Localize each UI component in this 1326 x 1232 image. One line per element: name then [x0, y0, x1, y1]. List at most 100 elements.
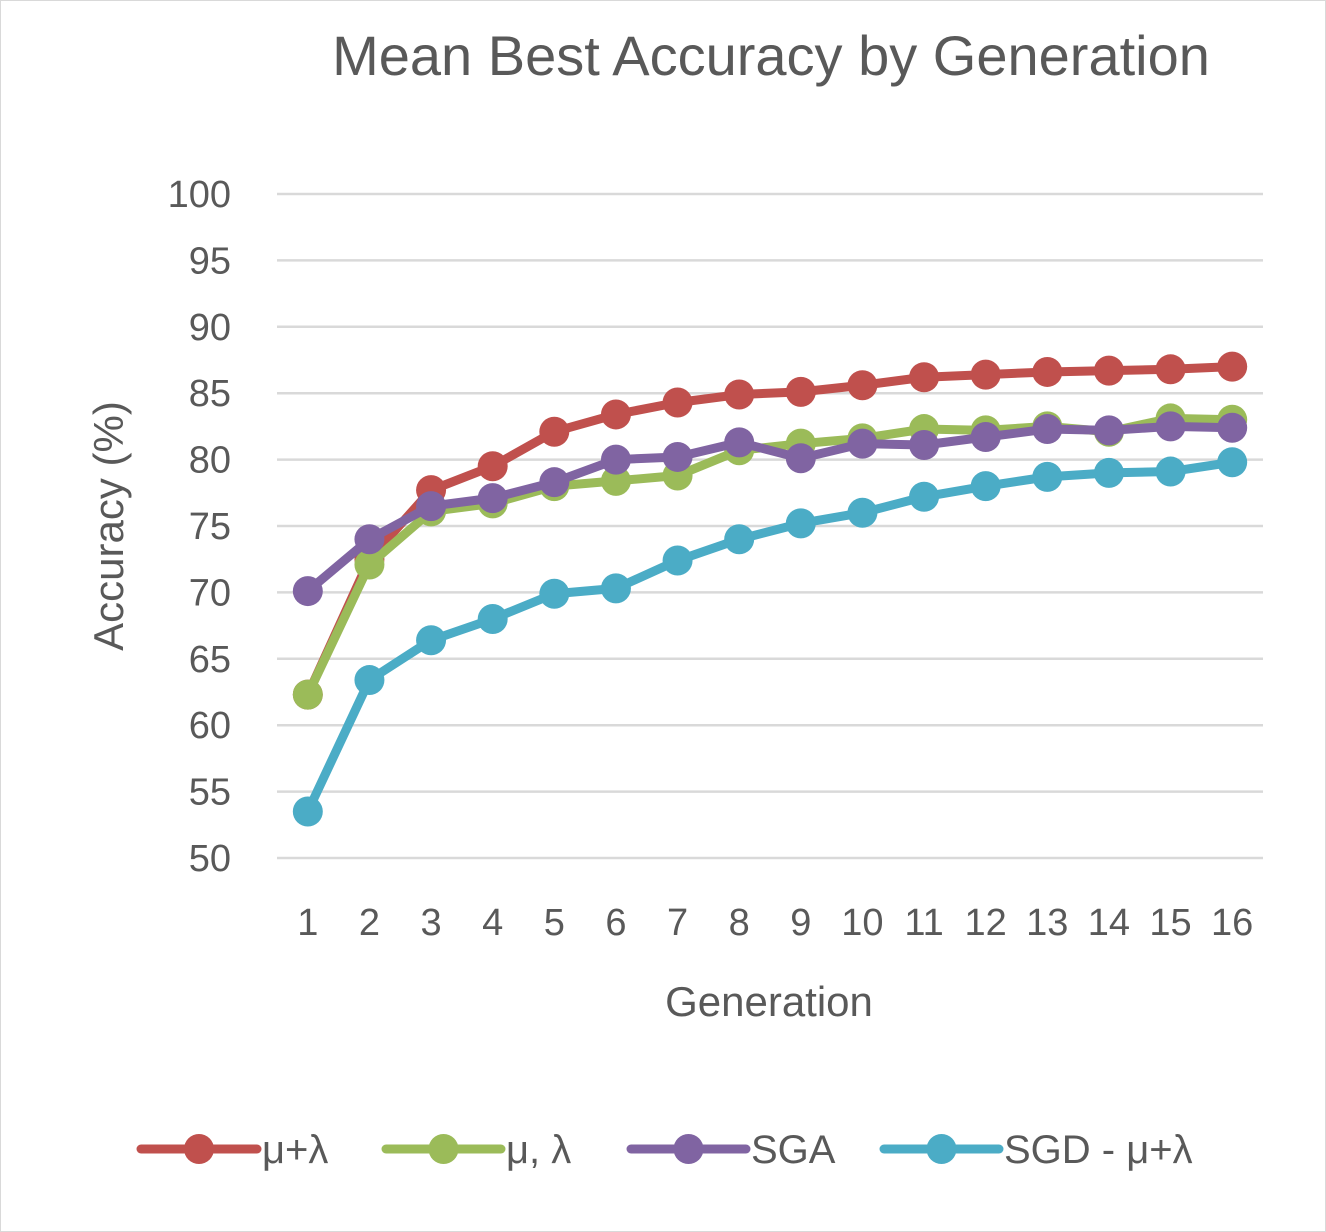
y-tick-label: 85	[189, 373, 231, 415]
x-tick-label: 10	[841, 902, 883, 944]
data-point	[477, 451, 508, 482]
series-line	[303, 457, 1237, 817]
data-point	[1217, 351, 1248, 382]
legend-label: μ, λ	[506, 1128, 571, 1172]
x-tick-label: 15	[1149, 902, 1191, 944]
y-axis-label: Accuracy (%)	[85, 401, 132, 651]
data-point	[1032, 414, 1063, 445]
data-point	[1155, 411, 1186, 442]
data-point	[662, 441, 693, 472]
data-point	[662, 387, 693, 418]
data-point	[909, 481, 940, 512]
legend-label: μ+λ	[262, 1128, 328, 1172]
data-point	[724, 427, 755, 458]
data-point	[1093, 355, 1124, 386]
data-point	[1032, 356, 1063, 387]
data-point	[354, 665, 385, 696]
data-point	[416, 625, 447, 656]
y-tick-label: 100	[168, 174, 231, 216]
data-point	[785, 376, 816, 407]
data-point	[1155, 456, 1186, 487]
data-point	[785, 508, 816, 539]
data-point	[600, 399, 631, 430]
data-point	[539, 416, 570, 447]
data-point	[600, 573, 631, 604]
data-point	[539, 578, 570, 609]
legend-swatch-marker	[428, 1134, 459, 1164]
data-point	[970, 422, 1001, 453]
series-line	[303, 421, 1237, 596]
data-point	[847, 370, 878, 401]
data-point	[354, 524, 385, 555]
series-4	[292, 447, 1248, 827]
y-tick-label: 50	[189, 838, 231, 880]
data-point	[354, 549, 385, 580]
legend-item: μ, λ	[381, 1128, 571, 1172]
data-point	[1093, 457, 1124, 488]
y-tick-label: 65	[189, 639, 231, 681]
x-tick-label: 9	[790, 902, 811, 944]
data-point	[1217, 412, 1248, 443]
y-tick-label: 80	[189, 440, 231, 482]
data-point	[539, 467, 570, 498]
y-axis-ticks: 50 55 60 65 70 75 80 85 90 95 100	[168, 174, 231, 880]
data-point	[477, 483, 508, 514]
legend-swatch-marker	[926, 1134, 957, 1164]
chart-title: Mean Best Accuracy by Generation	[332, 24, 1210, 87]
legend-label: SGD - μ+λ	[1004, 1128, 1193, 1172]
series-line	[303, 362, 1237, 700]
data-point	[1217, 447, 1248, 478]
legend-item: SGA	[626, 1128, 836, 1172]
data-point	[970, 471, 1001, 502]
data-point	[909, 362, 940, 393]
data-point	[1155, 354, 1186, 385]
data-point	[292, 796, 323, 827]
x-tick-label: 11	[904, 902, 943, 944]
data-point	[600, 465, 631, 496]
x-tick-label: 16	[1211, 902, 1253, 944]
data-point	[724, 379, 755, 410]
gridlines	[277, 192, 1263, 860]
data-point	[292, 679, 323, 710]
data-point	[416, 491, 447, 522]
legend-item: SGD - μ+λ	[879, 1128, 1193, 1172]
data-point	[847, 497, 878, 528]
y-tick-label: 95	[189, 240, 231, 282]
series-3	[292, 411, 1248, 607]
data-point	[600, 444, 631, 475]
x-tick-label: 1	[297, 902, 318, 944]
legend: μ+λ μ, λ SGA SGD - μ+λ	[136, 1128, 1193, 1172]
data-point	[970, 359, 1001, 390]
data-point	[1093, 415, 1124, 446]
y-tick-label: 90	[189, 307, 231, 349]
y-tick-label: 70	[189, 572, 231, 614]
legend-label: SGA	[751, 1128, 836, 1172]
y-tick-label: 75	[189, 506, 231, 548]
x-axis-ticks: 1 2 3 4 5 6 7 8 9 10 11 12 13 14 15 16	[297, 902, 1253, 944]
data-point	[847, 428, 878, 459]
data-point	[292, 576, 323, 607]
data-point	[909, 429, 940, 460]
series-group	[292, 351, 1248, 827]
x-axis-label: Generation	[665, 978, 873, 1025]
x-tick-label: 13	[1026, 902, 1068, 944]
x-tick-label: 5	[544, 902, 565, 944]
x-tick-label: 2	[359, 902, 380, 944]
x-tick-label: 7	[667, 902, 688, 944]
y-tick-label: 60	[189, 705, 231, 747]
x-tick-label: 14	[1088, 902, 1130, 944]
x-tick-label: 8	[729, 902, 750, 944]
legend-swatch-marker	[184, 1134, 214, 1164]
legend-swatch-marker	[673, 1134, 704, 1164]
data-point	[785, 443, 816, 474]
data-point	[662, 545, 693, 576]
x-tick-label: 3	[420, 902, 441, 944]
x-tick-label: 4	[482, 902, 503, 944]
data-point	[724, 524, 755, 555]
y-tick-label: 55	[189, 772, 231, 814]
x-tick-label: 12	[965, 902, 1007, 944]
legend-item: μ+λ	[136, 1128, 328, 1172]
data-point	[1032, 461, 1063, 492]
